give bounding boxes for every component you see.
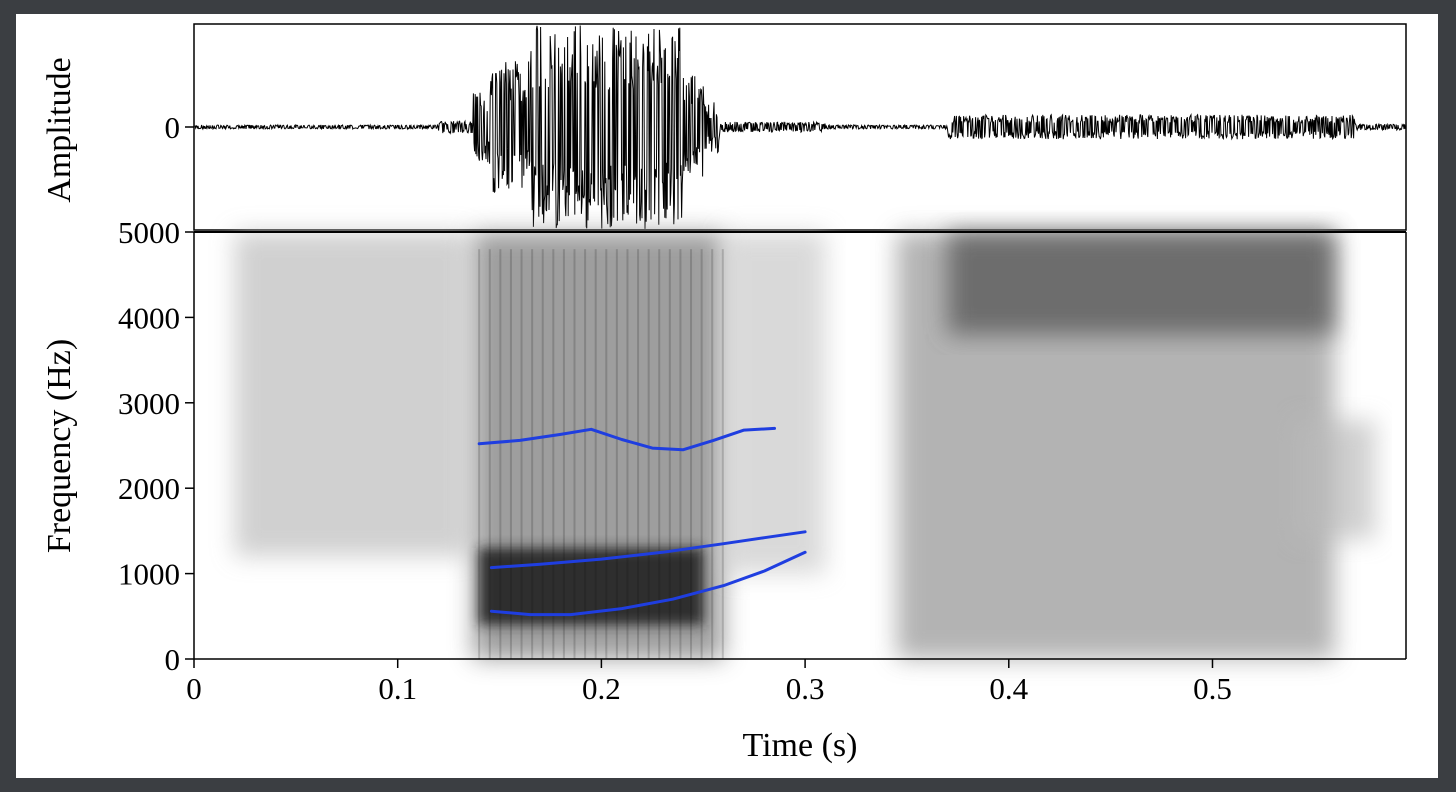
waveform-path <box>194 25 1407 229</box>
spectrogram-ytick-label: 1000 <box>118 557 180 592</box>
spectrogram-ytick-label: 3000 <box>118 386 180 421</box>
x-tick-label: 0.5 <box>1193 671 1232 706</box>
spectrogram-ylabel: Frequency (Hz) <box>41 339 78 553</box>
spectrogram-region <box>947 232 1335 335</box>
spectrogram-ytick-label: 2000 <box>118 471 180 506</box>
waveform-ytick-label: 0 <box>165 110 181 145</box>
spectrogram-region <box>1293 419 1376 540</box>
x-tick-label: 0.3 <box>786 671 825 706</box>
x-tick-label: 0 <box>186 671 202 706</box>
spectrogram-intensity <box>234 232 1376 659</box>
formant-track-3 <box>489 550 807 617</box>
spectrogram-region <box>723 232 826 574</box>
spectrogram-ytick-label: 4000 <box>118 300 180 335</box>
spectrogram-region <box>234 232 469 557</box>
spectrogram-xlabel: Time (s) <box>743 727 858 764</box>
formant-track-2 <box>489 530 807 570</box>
formant-tracks <box>477 426 807 617</box>
x-tick-label: 0.2 <box>582 671 621 706</box>
spectrogram-striations <box>478 249 724 659</box>
x-tick-label: 0.1 <box>378 671 417 706</box>
waveform-ylabel: Amplitude <box>41 57 78 202</box>
spectrogram-figure: 0 Amplitude 0 1000 2000 3000 4000 5000 0 0.1 0.… <box>41 23 1407 764</box>
waveform-trace <box>194 25 1407 229</box>
x-tick-label: 0.4 <box>989 671 1028 706</box>
waveform-panel: 0 Amplitude <box>41 23 1407 231</box>
spectrogram-panel: 0 1000 2000 3000 4000 5000 0 0.1 0.2 0.3 0.4 0.5 F… <box>41 215 1407 764</box>
spectrogram-ytick-label: 0 <box>165 642 181 677</box>
spectrogram-ytick-label: 5000 <box>118 215 180 250</box>
figure-canvas: 0 Amplitude 0 1000 2000 3000 4000 5000 0 0.1 0.… <box>16 14 1438 778</box>
formant-track-1 <box>477 426 776 452</box>
